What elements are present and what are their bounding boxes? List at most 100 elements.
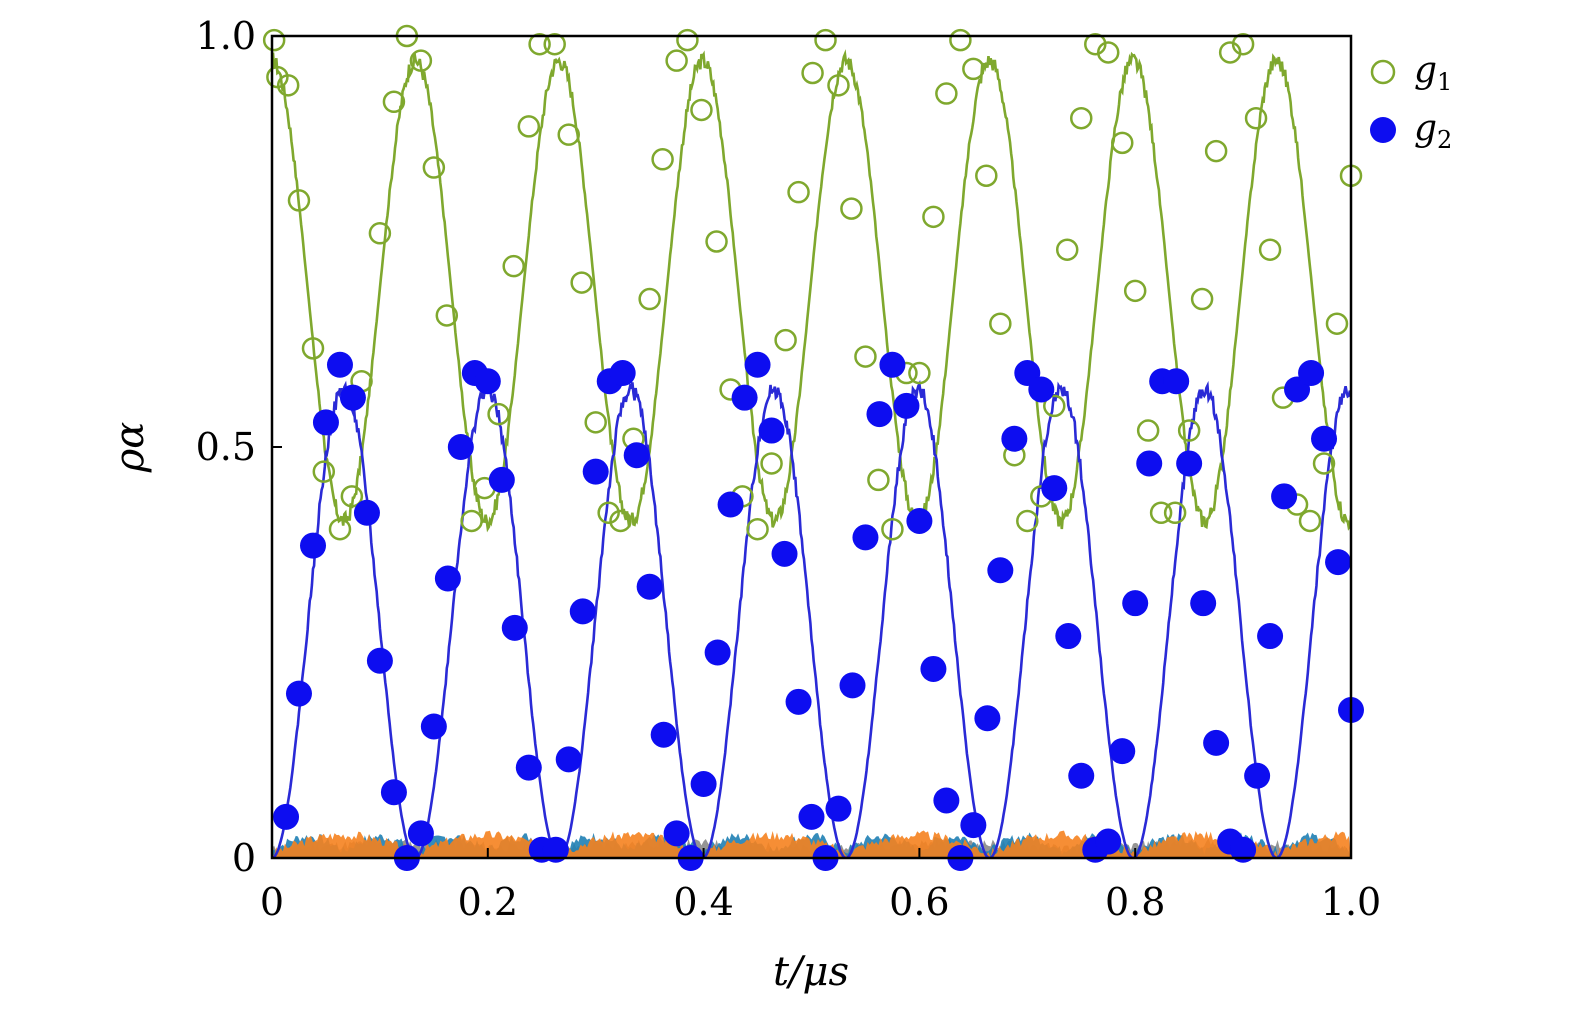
x-tick-label: 0 bbox=[260, 880, 284, 924]
point-g2 bbox=[933, 787, 960, 814]
point-g1 bbox=[1149, 501, 1173, 525]
point-g1 bbox=[787, 180, 810, 204]
x-axis-label: t/μs bbox=[773, 949, 849, 995]
point-g1 bbox=[922, 205, 945, 229]
point-g2 bbox=[285, 680, 312, 707]
point-g1 bbox=[949, 28, 972, 52]
point-g1 bbox=[340, 485, 364, 508]
point-g2 bbox=[501, 614, 528, 641]
point-g1 bbox=[1016, 509, 1039, 533]
point-g1 bbox=[651, 148, 674, 171]
point-g2 bbox=[1095, 828, 1122, 855]
point-g2 bbox=[1163, 368, 1190, 395]
point-g1 bbox=[409, 49, 433, 72]
legend-marker-g2 bbox=[1370, 117, 1396, 143]
point-g1 bbox=[1096, 41, 1120, 64]
legend-label-g2-main: g bbox=[1414, 108, 1437, 149]
point-g2 bbox=[744, 351, 771, 378]
point-g2 bbox=[866, 401, 893, 428]
point-g2 bbox=[663, 820, 690, 847]
point-g2 bbox=[1122, 590, 1149, 617]
point-g2 bbox=[1041, 475, 1068, 502]
point-g2 bbox=[987, 557, 1014, 584]
point-g2 bbox=[852, 524, 879, 551]
point-g2 bbox=[582, 458, 609, 485]
y-tick-label: 0.5 bbox=[196, 425, 256, 469]
point-g1 bbox=[1258, 238, 1282, 261]
point-g2 bbox=[366, 647, 393, 674]
point-g1 bbox=[368, 222, 392, 245]
legend-label-g1: g1 bbox=[1414, 50, 1452, 96]
point-g1 bbox=[989, 312, 1012, 335]
point-g1 bbox=[746, 517, 769, 541]
point-g1 bbox=[1231, 32, 1255, 56]
point-g2 bbox=[609, 360, 636, 387]
legend-marker-g1 bbox=[1370, 59, 1396, 85]
x-tick-label: 0.4 bbox=[673, 880, 733, 924]
point-g1 bbox=[1070, 106, 1093, 130]
point-g2 bbox=[1028, 376, 1055, 403]
point-g2 bbox=[825, 795, 852, 822]
point-g1 bbox=[676, 28, 699, 52]
point-g1 bbox=[543, 32, 566, 56]
point-g1 bbox=[1136, 419, 1160, 442]
point-g2 bbox=[542, 836, 569, 863]
point-g2 bbox=[1257, 623, 1284, 650]
axis-ticks: 0 0.2 0.4 0.6 0.8 1.0 0 0.5 1.0 bbox=[196, 14, 1382, 924]
point-g2 bbox=[960, 812, 987, 839]
point-g2 bbox=[1001, 425, 1028, 452]
point-g2 bbox=[1298, 360, 1325, 387]
point-g2 bbox=[434, 565, 461, 592]
point-g1 bbox=[827, 74, 850, 97]
point-g2 bbox=[798, 803, 825, 830]
point-g2 bbox=[704, 639, 731, 666]
point-g2 bbox=[555, 746, 582, 773]
point-g1 bbox=[774, 328, 797, 352]
point-g1 bbox=[301, 337, 325, 360]
point-g2 bbox=[879, 351, 906, 378]
point-g1 bbox=[867, 468, 890, 492]
point-g1 bbox=[609, 509, 632, 533]
point-g1 bbox=[460, 509, 483, 533]
point-g2 bbox=[339, 384, 366, 411]
point-g2 bbox=[771, 540, 798, 567]
point-g2 bbox=[1068, 762, 1095, 789]
y-tick-label: 0 bbox=[232, 836, 256, 880]
point-g2 bbox=[1230, 836, 1257, 863]
point-g1 bbox=[935, 82, 958, 105]
point-g2 bbox=[569, 598, 596, 625]
point-g2 bbox=[636, 573, 663, 600]
point-g2 bbox=[474, 368, 501, 395]
point-g1 bbox=[814, 28, 837, 52]
point-g2 bbox=[515, 754, 542, 781]
point-g1 bbox=[1055, 238, 1079, 261]
point-g2 bbox=[893, 392, 920, 419]
legend: g1 g2 bbox=[1370, 50, 1452, 154]
point-g2 bbox=[1176, 450, 1203, 477]
point-g2 bbox=[488, 466, 515, 493]
point-g1 bbox=[597, 501, 620, 525]
fit-lines bbox=[272, 49, 1351, 858]
point-g2 bbox=[717, 491, 744, 518]
legend-label-g2: g2 bbox=[1414, 108, 1452, 154]
point-g2 bbox=[353, 499, 380, 526]
point-g2 bbox=[420, 713, 447, 740]
point-g1 bbox=[435, 304, 459, 327]
point-g2 bbox=[650, 721, 677, 748]
point-g2 bbox=[300, 532, 327, 559]
point-g1 bbox=[276, 74, 300, 97]
point-g2 bbox=[273, 803, 300, 830]
point-g1 bbox=[1084, 32, 1107, 56]
x-tick-label: 0.8 bbox=[1105, 880, 1165, 924]
point-g1 bbox=[1218, 41, 1242, 64]
point-g1 bbox=[287, 189, 311, 212]
g2-line bbox=[272, 379, 1351, 858]
point-g1 bbox=[1312, 452, 1336, 475]
point-g1 bbox=[487, 402, 510, 426]
point-g2 bbox=[1203, 729, 1230, 756]
x-tick-label: 1.0 bbox=[1321, 880, 1381, 924]
point-g1 bbox=[801, 61, 824, 85]
point-g1 bbox=[570, 271, 593, 294]
point-g1 bbox=[262, 28, 286, 52]
